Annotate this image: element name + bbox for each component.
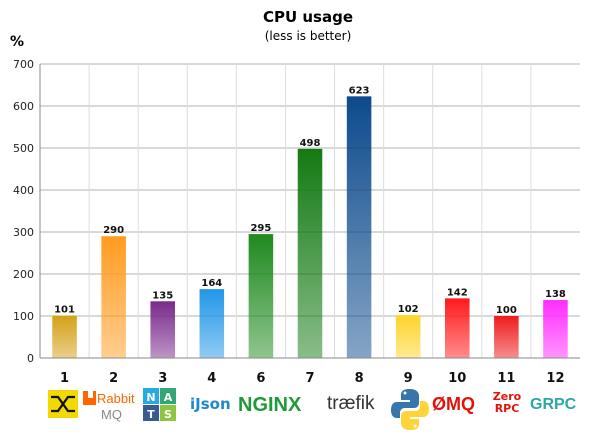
category-label-7: 7 — [305, 371, 314, 386]
python-logo — [391, 389, 429, 430]
nats-logo: N A T S — [143, 388, 176, 421]
bar-2 — [101, 236, 126, 358]
data-label-1: 101 — [54, 305, 75, 316]
data-label-11: 100 — [496, 305, 517, 316]
y-tick-500: 500 — [13, 142, 34, 155]
y-tick-0: 0 — [27, 352, 34, 365]
y-axis-label: % — [10, 34, 24, 50]
category-label-8: 8 — [355, 371, 364, 386]
bars — [52, 96, 568, 358]
y-tick-600: 600 — [13, 100, 34, 113]
data-label-9: 102 — [398, 304, 419, 315]
data-label-4: 164 — [201, 278, 222, 289]
svg-text:NGINX: NGINX — [238, 394, 302, 416]
bar-7 — [297, 148, 323, 358]
data-label-7: 498 — [300, 138, 321, 149]
traefik-logo: træfik — [327, 393, 375, 414]
svg-text:Rabbit: Rabbit — [97, 391, 135, 406]
category-label-12: 12 — [546, 371, 564, 386]
data-label-3: 135 — [152, 290, 173, 301]
category-label-4: 4 — [207, 371, 216, 386]
ijson-logo: iJson — [190, 395, 231, 413]
data-label-8: 623 — [349, 85, 370, 96]
data-label-12: 138 — [545, 289, 566, 300]
svg-text:RPC: RPC — [495, 402, 520, 415]
y-tick-300: 300 — [13, 226, 34, 239]
data-labels: 101 290 135 164 295 498 623 102 142 100 138 — [54, 85, 566, 316]
zerorpc-logo: Zero RPC — [493, 390, 522, 415]
category-label-11: 11 — [497, 371, 515, 386]
svg-text:GRPC: GRPC — [530, 396, 577, 413]
svg-text:iJson: iJson — [190, 395, 231, 413]
y-tick-100: 100 — [13, 310, 34, 323]
zeromq-x-logo — [48, 390, 78, 418]
chart-title: CPU usage — [263, 8, 353, 26]
category-label-1: 1 — [60, 371, 69, 386]
zmq-logo: ØMQ — [432, 394, 475, 414]
bar-4 — [199, 289, 225, 358]
svg-text:N: N — [146, 391, 155, 404]
grpc-logo: GRPC — [530, 396, 577, 413]
data-label-6: 295 — [250, 223, 271, 234]
svg-text:MQ: MQ — [101, 407, 122, 422]
chart-subtitle: (less is better) — [265, 29, 352, 43]
svg-text:T: T — [147, 408, 155, 421]
bar-1 — [52, 315, 77, 358]
bar-6 — [248, 234, 274, 358]
svg-text:A: A — [164, 391, 173, 404]
category-labels: 1 2 3 4 6 7 8 9 10 11 12 — [60, 371, 564, 386]
bar-10 — [445, 298, 470, 358]
category-label-9: 9 — [404, 371, 413, 386]
nginx-logo: NGINX — [238, 394, 302, 416]
category-label-2: 2 — [109, 371, 118, 386]
y-tick-labels: 0 100 200 300 400 500 600 700 — [13, 58, 34, 365]
category-label-6: 6 — [256, 371, 265, 386]
bar-3 — [150, 301, 175, 358]
data-label-2: 290 — [103, 225, 124, 236]
svg-text:S: S — [164, 408, 172, 421]
category-label-10: 10 — [448, 371, 466, 386]
y-tick-700: 700 — [13, 58, 34, 71]
svg-text:ØMQ: ØMQ — [432, 394, 475, 414]
bar-8 — [346, 96, 372, 358]
bar-9 — [395, 315, 421, 358]
bar-12 — [543, 300, 568, 358]
category-label-3: 3 — [158, 371, 167, 386]
rabbitmq-logo: Rabbit MQ — [83, 391, 135, 422]
bar-11 — [494, 316, 519, 358]
y-tick-400: 400 — [13, 184, 34, 197]
svg-text:træfik: træfik — [327, 393, 375, 414]
svg-text:Zero: Zero — [493, 390, 522, 403]
data-label-10: 142 — [447, 287, 468, 298]
y-tick-200: 200 — [13, 268, 34, 281]
